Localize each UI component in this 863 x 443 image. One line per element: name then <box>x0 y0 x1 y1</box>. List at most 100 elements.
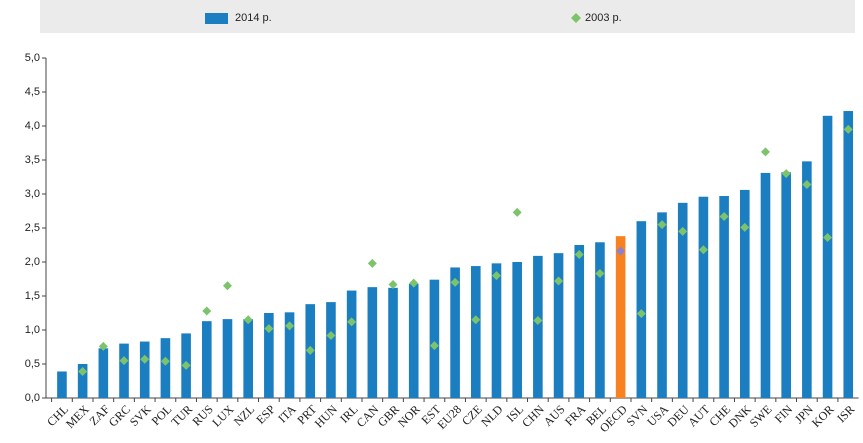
marker <box>222 281 232 291</box>
x-tick-label: ISR <box>834 402 857 425</box>
bar <box>346 290 357 398</box>
marker <box>409 278 419 288</box>
marker <box>823 233 833 243</box>
marker <box>636 309 646 319</box>
bar <box>119 343 129 398</box>
bar <box>326 302 336 398</box>
marker <box>305 345 315 355</box>
legend-background <box>40 0 855 33</box>
marker <box>781 169 791 179</box>
bar <box>98 348 109 398</box>
y-tick-label: 5,0 <box>25 52 40 64</box>
marker <box>678 226 688 236</box>
marker <box>802 179 812 189</box>
marker <box>347 317 357 327</box>
marker <box>264 324 274 334</box>
marker <box>326 330 336 340</box>
marker <box>698 245 708 255</box>
marker <box>140 354 150 364</box>
y-tick-label: 1,0 <box>25 324 40 336</box>
x-tick-label: RUS <box>189 402 215 428</box>
x-tick-label: POL <box>149 402 175 428</box>
bar <box>160 338 171 398</box>
bar <box>264 313 274 398</box>
x-tick-label: KOR <box>809 402 837 430</box>
marker <box>554 276 564 286</box>
marker <box>119 356 129 366</box>
marker <box>760 147 770 157</box>
bar <box>843 111 854 398</box>
bar <box>201 321 212 398</box>
marker <box>98 341 108 351</box>
bar <box>491 263 502 398</box>
y-tick-label: 0,5 <box>25 358 40 370</box>
bar <box>139 341 150 398</box>
marker <box>740 222 750 232</box>
bar <box>760 172 771 398</box>
marker <box>202 306 212 316</box>
x-tick-label: FRA <box>562 402 589 429</box>
x-tick-label: NLD <box>478 402 506 430</box>
bar <box>595 242 605 398</box>
marker <box>388 279 398 289</box>
bar <box>533 255 543 398</box>
x-tick-label: NZL <box>231 402 257 428</box>
x-tick-label: ITA <box>275 402 299 426</box>
y-tick-label: 1,5 <box>25 290 40 302</box>
bar <box>615 236 626 398</box>
marker <box>78 366 88 376</box>
marker <box>429 341 439 351</box>
bar <box>512 262 522 398</box>
bar <box>574 245 585 398</box>
legend-swatch <box>571 13 581 23</box>
marker <box>471 315 481 325</box>
bar <box>822 115 833 399</box>
marker <box>616 246 626 256</box>
bar <box>429 279 440 398</box>
bar <box>739 189 750 398</box>
marker <box>574 250 584 260</box>
x-tick-label: ZAF <box>86 402 112 428</box>
marker <box>243 315 253 325</box>
y-tick-label: 3,5 <box>25 154 40 166</box>
bar <box>657 212 667 398</box>
x-tick-label: FIN <box>772 402 796 426</box>
bar <box>781 172 791 398</box>
x-tick-label: ESP <box>253 402 278 427</box>
y-tick-label: 4,5 <box>25 86 40 98</box>
marker <box>512 207 522 217</box>
legend-label: 2003 р. <box>585 12 622 24</box>
y-tick-label: 2,5 <box>25 222 40 234</box>
bar <box>367 287 378 398</box>
bar <box>450 267 460 398</box>
bar <box>243 319 253 398</box>
legend-swatch <box>205 13 228 24</box>
bar <box>677 202 688 398</box>
bar <box>408 283 419 398</box>
marker <box>181 360 191 370</box>
bar <box>802 161 812 398</box>
marker <box>533 315 543 325</box>
marker <box>843 124 853 134</box>
marker <box>367 258 377 268</box>
marker <box>595 269 605 279</box>
y-tick-label: 3,0 <box>25 188 40 200</box>
bar <box>553 253 564 398</box>
marker <box>450 277 460 287</box>
marker <box>657 220 667 230</box>
y-tick-label: 4,0 <box>25 120 40 132</box>
marker <box>491 271 501 281</box>
bar <box>57 371 67 398</box>
y-tick-label: 2,0 <box>25 256 40 268</box>
bar <box>77 364 88 398</box>
marker <box>285 321 295 331</box>
bar <box>470 266 481 398</box>
bar <box>222 319 233 398</box>
y-tick-label: 0,0 <box>25 392 40 404</box>
bar <box>284 312 295 398</box>
marker <box>719 211 729 221</box>
legend-label: 2014 р. <box>235 12 272 24</box>
x-tick-label: CZE <box>459 402 485 428</box>
